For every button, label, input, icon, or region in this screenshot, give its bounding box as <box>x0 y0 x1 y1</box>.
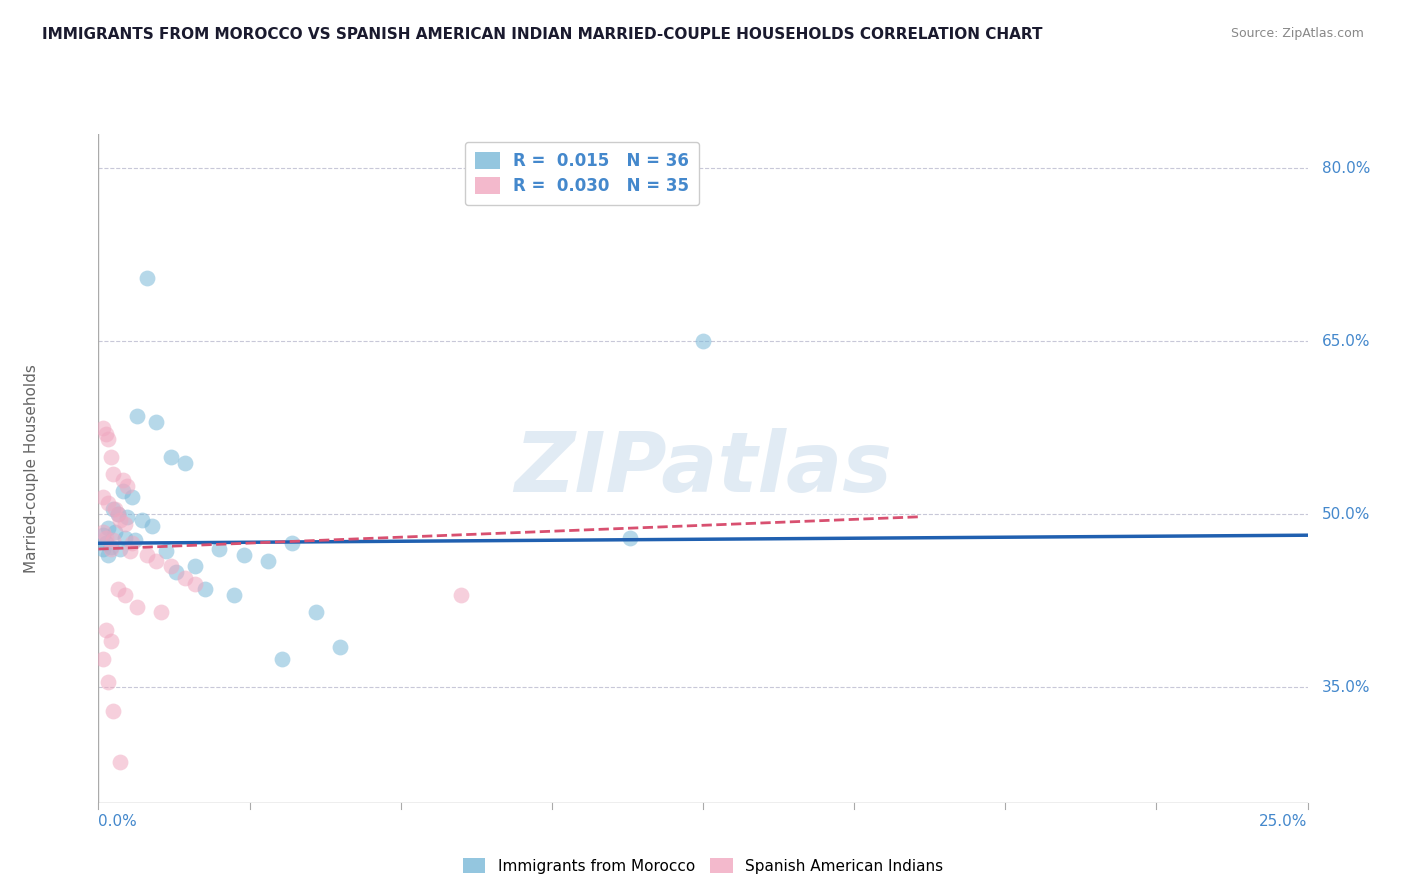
Text: 35.0%: 35.0% <box>1322 680 1371 695</box>
Point <box>232 548 254 562</box>
Point <box>97 548 120 562</box>
Point <box>94 536 117 550</box>
Point <box>94 623 117 637</box>
Point <box>91 490 114 504</box>
Point <box>619 531 641 545</box>
Point <box>184 559 207 574</box>
Point <box>121 490 143 504</box>
Point <box>114 531 136 545</box>
Point <box>165 565 187 579</box>
Point <box>107 582 129 597</box>
Text: 65.0%: 65.0% <box>1322 334 1371 349</box>
Point <box>450 588 472 602</box>
Point <box>160 559 183 574</box>
Legend: R =  0.015   N = 36, R =  0.030   N = 35: R = 0.015 N = 36, R = 0.030 N = 35 <box>465 142 699 205</box>
Point <box>97 496 120 510</box>
Point <box>107 508 129 522</box>
Point <box>100 450 122 464</box>
Point <box>111 473 134 487</box>
Point <box>135 548 157 562</box>
Point <box>100 634 122 648</box>
Point <box>692 334 714 349</box>
Point <box>108 542 131 557</box>
Point <box>100 540 122 554</box>
Point <box>97 674 120 689</box>
Point <box>127 409 149 424</box>
Text: 25.0%: 25.0% <box>1260 814 1308 830</box>
Point <box>281 536 304 550</box>
Point <box>94 531 117 545</box>
Point <box>97 521 120 535</box>
Point <box>108 513 131 527</box>
Text: 0.0%: 0.0% <box>98 814 138 830</box>
Point <box>114 516 136 531</box>
Point <box>114 588 136 602</box>
Point <box>155 544 177 558</box>
Point <box>104 524 127 539</box>
Point <box>117 509 139 524</box>
Point <box>111 484 134 499</box>
Point <box>91 542 114 557</box>
Text: ZIPatlas: ZIPatlas <box>515 428 891 508</box>
Point <box>305 606 328 620</box>
Text: Married-couple Households: Married-couple Households <box>24 364 39 573</box>
Point <box>160 450 183 464</box>
Text: 50.0%: 50.0% <box>1322 507 1371 522</box>
Point <box>101 467 124 481</box>
Point <box>117 478 139 492</box>
Point <box>145 415 167 429</box>
Point <box>127 599 149 614</box>
Point <box>174 571 197 585</box>
Point <box>141 519 163 533</box>
Point <box>107 508 129 522</box>
Point <box>91 524 114 539</box>
Point <box>131 513 153 527</box>
Point <box>135 271 157 285</box>
Point <box>101 704 124 718</box>
Point <box>100 542 122 557</box>
Point <box>91 421 114 435</box>
Point <box>271 651 294 665</box>
Point <box>94 426 117 441</box>
Legend: Immigrants from Morocco, Spanish American Indians: Immigrants from Morocco, Spanish America… <box>457 852 949 880</box>
Point <box>101 501 124 516</box>
Point <box>150 606 173 620</box>
Point <box>329 640 352 654</box>
Point <box>145 553 167 567</box>
Point <box>108 756 131 770</box>
Point <box>124 533 146 547</box>
Text: Source: ZipAtlas.com: Source: ZipAtlas.com <box>1230 27 1364 40</box>
Text: 80.0%: 80.0% <box>1322 161 1371 176</box>
Point <box>184 576 207 591</box>
Point <box>104 501 127 516</box>
Point <box>97 433 120 447</box>
Point <box>208 542 231 557</box>
Text: IMMIGRANTS FROM MOROCCO VS SPANISH AMERICAN INDIAN MARRIED-COUPLE HOUSEHOLDS COR: IMMIGRANTS FROM MOROCCO VS SPANISH AMERI… <box>42 27 1043 42</box>
Point <box>101 533 124 547</box>
Point <box>118 544 141 558</box>
Point <box>91 651 114 665</box>
Point <box>194 582 217 597</box>
Point <box>222 588 245 602</box>
Point <box>91 528 114 542</box>
Point <box>174 456 197 470</box>
Point <box>256 553 278 567</box>
Point <box>121 536 143 550</box>
